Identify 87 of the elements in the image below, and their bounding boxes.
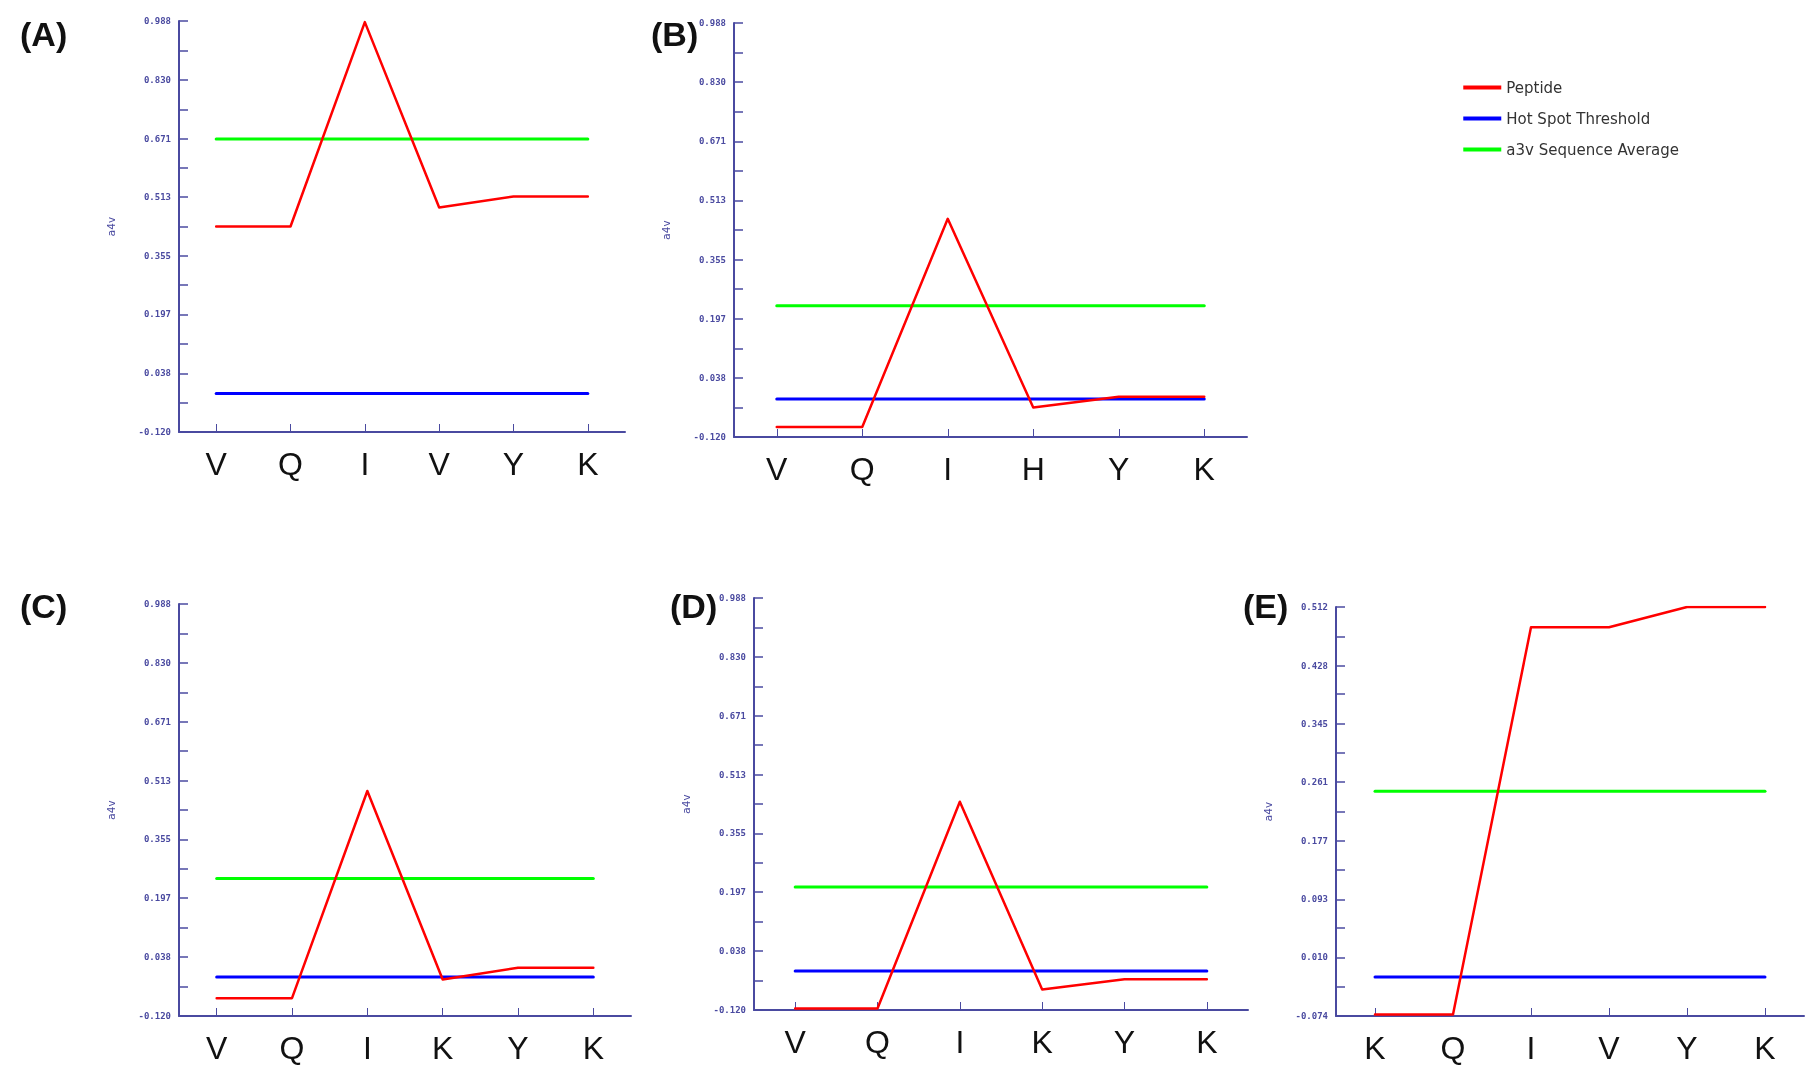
x-tick-label: Y — [1108, 451, 1130, 487]
y-axis-title: a4v — [680, 793, 693, 814]
x-tick-label: Q — [849, 451, 875, 487]
x-tick-label: Q — [279, 1030, 305, 1066]
x-tick-label: Q — [865, 1024, 890, 1060]
y-tick-label: 0.197 — [143, 893, 171, 904]
y-tick-label: -0.120 — [693, 432, 726, 442]
line-series — [215, 789, 595, 1000]
x-tick-label: V — [766, 451, 789, 487]
y-tick-label: 0.355 — [718, 828, 746, 839]
chart-title: (D) — [670, 587, 718, 625]
x-tick-label: K — [1193, 451, 1215, 487]
y-axis-title: a4v — [1262, 801, 1275, 822]
x-tick-label: Q — [1440, 1030, 1466, 1066]
y-tick-label: 0.513 — [718, 769, 746, 780]
y-tick-label: 0.038 — [718, 946, 746, 957]
chart-title: (C) — [20, 587, 68, 625]
x-tick-label: I — [360, 446, 370, 482]
y-tick-label: 0.197 — [143, 309, 171, 320]
y-tick-label: 0.830 — [718, 651, 746, 662]
y-tick-label: 0.355 — [698, 254, 726, 265]
chart-title: (B) — [651, 15, 699, 53]
y-tick-label: 0.830 — [698, 77, 726, 88]
y-tick-label: 0.345 — [1300, 718, 1328, 729]
x-tick-label: I — [1526, 1030, 1536, 1066]
y-tick-label: 0.177 — [1300, 835, 1328, 846]
y-tick-label: 0.038 — [143, 952, 171, 963]
x-tick-label: H — [1021, 451, 1045, 487]
x-tick-label: V — [428, 446, 451, 482]
x-tick-label: Q — [278, 446, 303, 482]
y-tick-label: 0.671 — [698, 136, 726, 147]
y-tick-label: 0.513 — [698, 195, 726, 206]
y-tick-label: 0.038 — [143, 368, 171, 379]
y-tick-label: 0.512 — [1300, 602, 1328, 612]
y-tick-label: 0.988 — [698, 18, 726, 28]
x-tick-label: I — [943, 451, 953, 487]
x-tick-label: Y — [1113, 1024, 1136, 1060]
legend-label: Peptide — [1506, 78, 1563, 97]
y-tick-label: -0.074 — [1295, 1011, 1329, 1021]
y-tick-label: 0.197 — [718, 887, 746, 898]
x-tick-label: K — [582, 1030, 605, 1066]
chart-title: (E) — [1243, 587, 1289, 625]
y-tick-label: 0.988 — [143, 16, 171, 26]
x-tick-label: Y — [502, 446, 525, 482]
y-tick-label: 0.038 — [698, 372, 726, 383]
x-tick-label: K — [431, 1030, 454, 1066]
y-tick-label: -0.120 — [713, 1005, 746, 1015]
x-tick-label: K — [1754, 1030, 1776, 1066]
legend-label: a3v Sequence Average — [1506, 140, 1679, 159]
x-tick-label: K — [577, 446, 599, 482]
y-tick-label: 0.355 — [143, 834, 171, 845]
x-tick-label: I — [955, 1024, 965, 1060]
y-axis-title: a4v — [105, 216, 118, 237]
y-tick-label: 0.988 — [143, 599, 171, 609]
y-tick-label: -0.120 — [138, 1011, 171, 1021]
y-tick-label: 0.988 — [718, 593, 746, 603]
x-tick-label: K — [1031, 1024, 1053, 1060]
y-axis-title: a4v — [660, 219, 673, 240]
x-tick-label: Y — [1676, 1030, 1698, 1066]
x-tick-label: K — [1364, 1030, 1386, 1066]
y-tick-label: 0.093 — [1300, 894, 1328, 905]
y-tick-label: 0.428 — [1300, 660, 1328, 671]
x-tick-label: V — [205, 1030, 228, 1066]
x-tick-label: Y — [507, 1030, 529, 1066]
x-tick-label: I — [362, 1030, 372, 1066]
y-tick-label: 0.261 — [1300, 777, 1328, 788]
chart-title: (A) — [20, 15, 68, 53]
y-tick-label: 0.671 — [143, 716, 171, 727]
line-series — [214, 20, 590, 228]
y-tick-label: 0.513 — [143, 192, 171, 203]
y-tick-label: 0.830 — [143, 657, 171, 668]
y-tick-label: 0.355 — [143, 250, 171, 261]
y-tick-label: 0.010 — [1300, 952, 1328, 963]
line-series — [775, 217, 1206, 429]
line-series — [793, 800, 1209, 1010]
y-tick-label: 0.197 — [698, 313, 726, 324]
y-tick-label: 0.671 — [718, 710, 746, 721]
x-tick-label: V — [784, 1024, 807, 1060]
y-tick-label: 0.830 — [143, 74, 171, 85]
y-tick-label: 0.513 — [143, 775, 171, 786]
x-tick-label: K — [1196, 1024, 1218, 1060]
x-tick-label: V — [1598, 1030, 1621, 1066]
y-tick-label: 0.671 — [143, 133, 171, 144]
legend-label: Hot Spot Threshold — [1506, 109, 1651, 128]
y-axis-title: a4v — [105, 799, 118, 820]
y-tick-label: -0.120 — [138, 427, 171, 437]
x-tick-label: V — [205, 446, 228, 482]
